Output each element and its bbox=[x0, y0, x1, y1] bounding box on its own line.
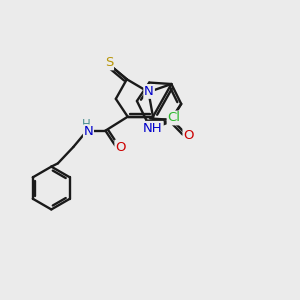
Text: N: N bbox=[144, 85, 154, 98]
Text: H: H bbox=[82, 118, 91, 131]
Text: S: S bbox=[105, 56, 113, 69]
Text: N: N bbox=[84, 125, 93, 138]
Text: NH: NH bbox=[143, 122, 163, 135]
Text: Cl: Cl bbox=[168, 111, 181, 124]
Text: O: O bbox=[115, 140, 126, 154]
Text: O: O bbox=[183, 129, 194, 142]
